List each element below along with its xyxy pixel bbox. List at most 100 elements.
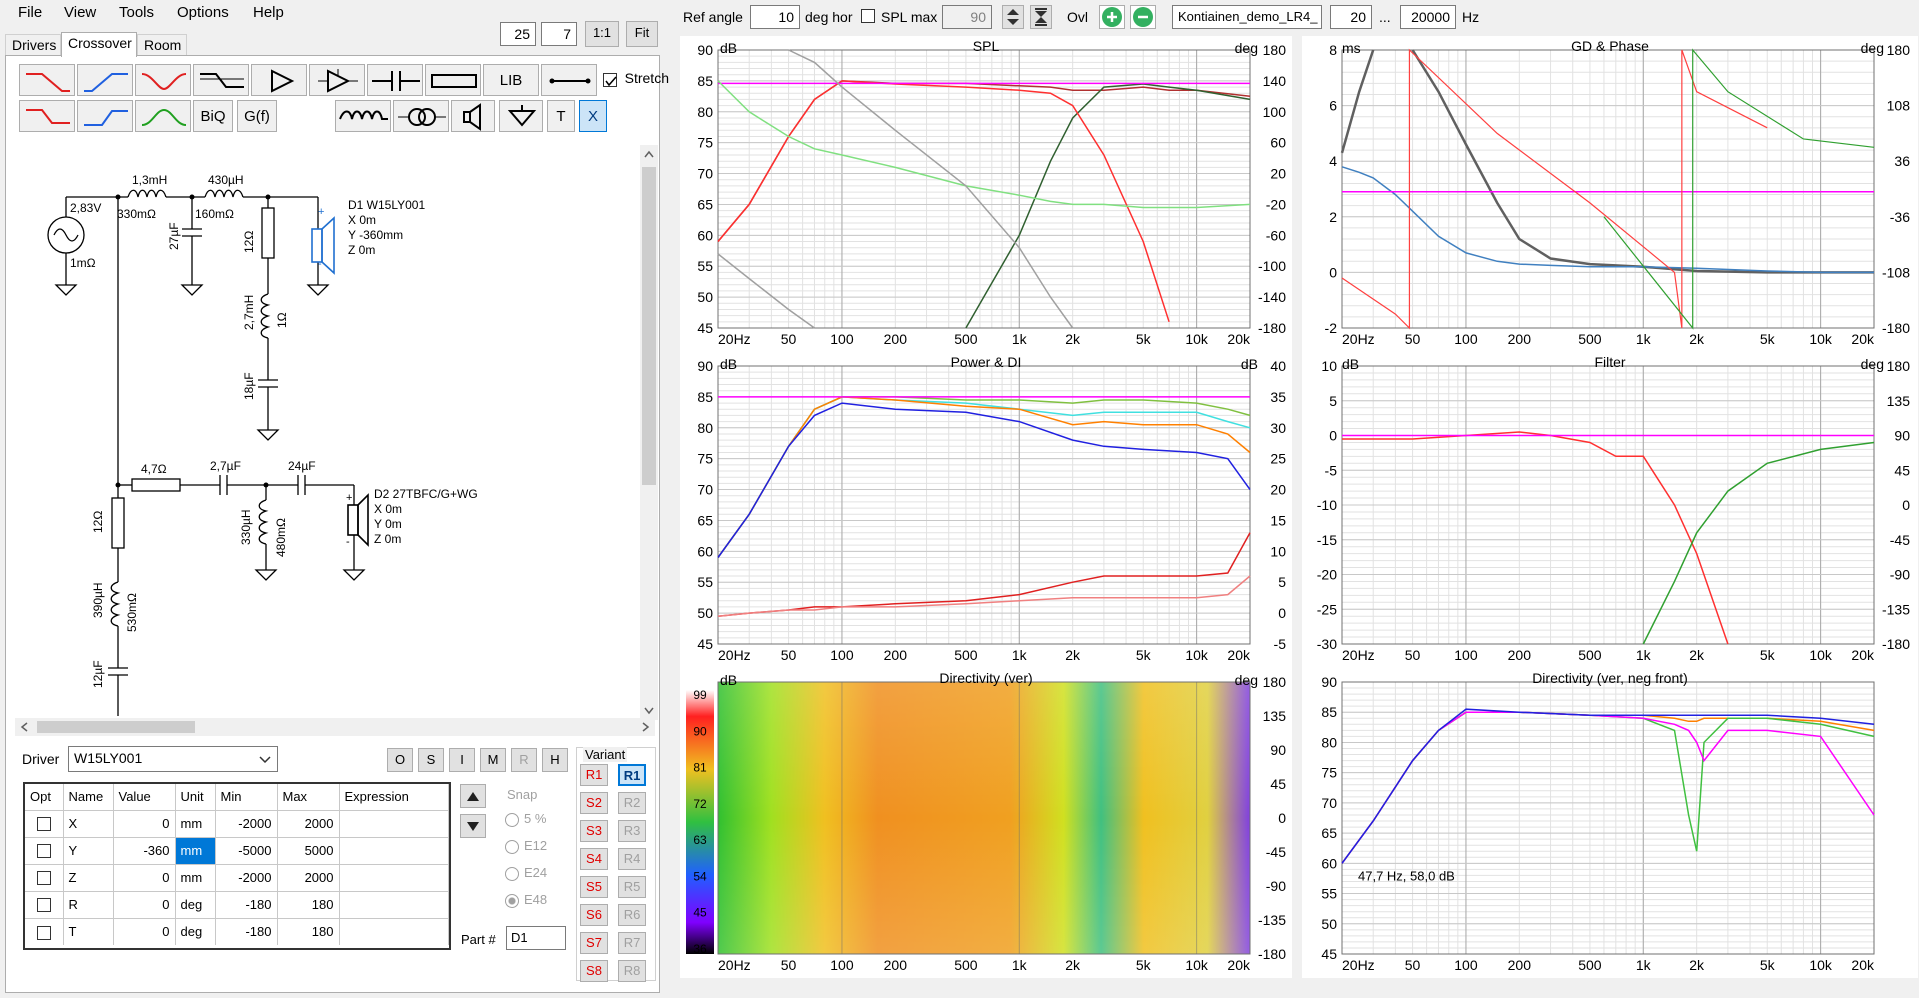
biq-button[interactable]: BiQ — [193, 100, 233, 132]
variant-r2-button[interactable]: R2 — [618, 792, 646, 814]
filter-plot[interactable]: Filter dB deg 10 5 0 -5 -10 -15 -20 -25 -30 180 13… — [1302, 352, 1918, 668]
driver-i-button[interactable]: I — [449, 748, 475, 772]
ref-angle-field[interactable]: 10 — [750, 5, 800, 29]
variant-r5-button[interactable]: R5 — [618, 876, 646, 898]
resistor-button[interactable] — [425, 64, 481, 96]
variant-s8-button[interactable]: S8 — [580, 960, 608, 982]
t-button[interactable]: T — [547, 100, 575, 132]
menu-help[interactable]: Help — [253, 4, 284, 21]
variant-s6-button[interactable]: S6 — [580, 904, 608, 926]
table-row[interactable]: Y -360 mm -5000 5000 — [25, 837, 449, 865]
plus-circle-icon — [1102, 7, 1122, 27]
amplifier-button[interactable] — [251, 64, 307, 96]
fit-button[interactable]: Fit — [626, 21, 658, 47]
snap-option-e12[interactable]: E12 — [505, 832, 547, 859]
add-overlay-button[interactable] — [1099, 5, 1125, 29]
menu-options[interactable]: Options — [177, 4, 229, 21]
lowpass-1-button[interactable] — [19, 64, 75, 96]
buffer-button[interactable] — [309, 64, 365, 96]
schematic-canvas[interactable]: + - + - 2,83V 1mΩ 1,3mH 330mΩ 430µH 160m… — [15, 145, 645, 717]
x-tick-label: 5k — [1760, 331, 1776, 347]
notch-button[interactable] — [135, 64, 191, 96]
opt-checkbox[interactable] — [36, 898, 51, 913]
menu-tools[interactable]: Tools — [119, 4, 155, 21]
tab-drivers[interactable]: Drivers — [5, 34, 61, 56]
tab-room[interactable]: Room — [137, 34, 187, 56]
spl-max-field[interactable]: 90 — [942, 5, 992, 29]
schematic-hscroll[interactable] — [15, 718, 655, 736]
driver-m-button[interactable]: M — [480, 748, 506, 772]
variant-s1-button[interactable]: R1 — [580, 764, 608, 786]
directivity-neg-plot[interactable]: Directivity (ver, neg front) 90 85 80 75 70 6… — [1302, 668, 1918, 978]
zoom-b-field[interactable]: 7 — [541, 22, 577, 46]
series-line-6 — [788, 49, 1074, 329]
driver-s-button[interactable]: S — [418, 748, 444, 772]
variant-s3-button[interactable]: S3 — [580, 820, 608, 842]
gf-button[interactable]: G(f) — [237, 100, 277, 132]
spl-max-checkbox[interactable] — [861, 9, 875, 23]
variant-r4-button[interactable]: R4 — [618, 848, 646, 870]
gd-phase-plot[interactable]: GD & Phase ms deg 8 6 4 2 0 -2 180 108 36 -36 -108… — [1302, 36, 1918, 352]
capacitor-button[interactable] — [367, 64, 423, 96]
inductor-button[interactable] — [335, 100, 391, 132]
opt-checkbox[interactable] — [36, 871, 51, 886]
spl-down-button[interactable] — [1030, 5, 1052, 29]
variant-r3-button[interactable]: R3 — [618, 820, 646, 842]
project-name-field[interactable]: Kontiainen_demo_LR4_ — [1172, 5, 1322, 29]
x-button[interactable]: X — [579, 100, 607, 132]
lib-button[interactable]: LIB — [483, 64, 539, 96]
lowpass-2-button[interactable] — [19, 100, 75, 132]
variant-s7-button[interactable]: S7 — [580, 932, 608, 954]
wire-button[interactable] — [541, 64, 597, 96]
snap-option-e24[interactable]: E24 — [505, 859, 547, 886]
power-di-plot[interactable]: Power & DI dB dB 90 85 80 75 70 65 60 55 50 45 40 3… — [680, 352, 1292, 668]
move-down-button[interactable] — [460, 814, 486, 838]
part-number-field[interactable]: D1 — [506, 926, 566, 950]
shelf-button[interactable] — [193, 64, 249, 96]
menu-file[interactable]: File — [18, 4, 43, 21]
zoom-a-field[interactable]: 25 — [500, 22, 536, 46]
driver-select[interactable]: W15LY001 — [68, 746, 278, 772]
tab-crossover[interactable]: Crossover — [61, 32, 137, 57]
move-up-button[interactable] — [460, 784, 486, 808]
table-row[interactable]: Z 0 mm -2000 2000 — [25, 864, 449, 892]
spl-plot[interactable]: SPL dB deg 90 85 80 75 70 65 60 55 50 45 180 140 100… — [680, 36, 1292, 352]
opt-checkbox[interactable] — [36, 925, 51, 940]
schematic-vscroll[interactable] — [640, 145, 658, 720]
ground-button[interactable] — [499, 100, 543, 132]
table-row[interactable]: R 0 deg -180 180 — [25, 891, 449, 919]
highpass-2-button[interactable] — [77, 100, 133, 132]
series-line-3 — [1341, 708, 1875, 864]
driver-r-button[interactable]: R — [511, 748, 537, 772]
series-line-1 — [1341, 166, 1874, 274]
snap-option-5pct[interactable]: 5 % — [505, 805, 547, 832]
opt-checkbox[interactable] — [36, 844, 51, 859]
variant-r7-button[interactable]: R7 — [618, 932, 646, 954]
table-row[interactable]: T 0 deg -180 180 — [25, 918, 449, 945]
variant-r6-button[interactable]: R6 — [618, 904, 646, 926]
driver-o-button[interactable]: O — [387, 748, 413, 772]
speaker-button[interactable] — [451, 100, 495, 132]
variant-s2-button[interactable]: S2 — [580, 792, 608, 814]
snap-option-e48[interactable]: E48 — [505, 886, 547, 913]
variant-r8-button[interactable]: R8 — [618, 960, 646, 982]
menu-view[interactable]: View — [64, 4, 97, 21]
table-row[interactable]: X 0 mm -2000 2000 — [25, 810, 449, 838]
stretch-checkbox[interactable]: Stretch — [603, 70, 669, 87]
directivity-plot[interactable]: Directivity (ver) dB deg 99 90 81 72 63 54 45 3… — [680, 668, 1292, 978]
freq-min-field[interactable]: 20 — [1330, 5, 1372, 29]
variant-r1-button[interactable]: R1 — [618, 764, 646, 786]
spl-up-button[interactable] — [1002, 5, 1024, 29]
one-to-one-button[interactable]: 1:1 — [585, 21, 619, 47]
transformer-button[interactable] — [393, 100, 449, 132]
variant-s5-button[interactable]: S5 — [580, 876, 608, 898]
highpass-1-button[interactable] — [77, 64, 133, 96]
bandpass-button[interactable] — [135, 100, 191, 132]
driver-h-button[interactable]: H — [542, 748, 568, 772]
opt-checkbox[interactable] — [36, 817, 51, 832]
filter-chart: 1050-5-10-15-20-25-3018013590450-45-90-1… — [1317, 358, 1910, 663]
remove-overlay-button[interactable] — [1130, 5, 1156, 29]
variant-s4-button[interactable]: S4 — [580, 848, 608, 870]
x-tick-label: 5k — [1136, 647, 1152, 663]
freq-max-field[interactable]: 20000 — [1400, 5, 1456, 29]
